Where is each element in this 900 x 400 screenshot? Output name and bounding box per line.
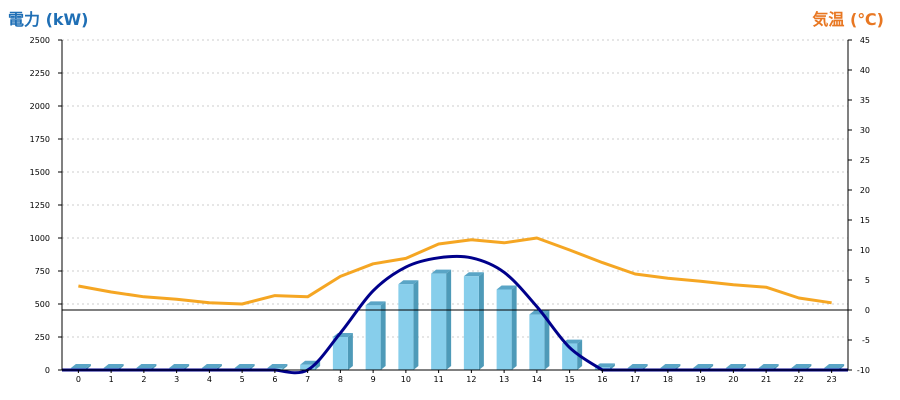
right-tick-label: 5 (865, 276, 870, 285)
x-tick-label: 1 (109, 375, 114, 384)
x-tick-label: 11 (434, 375, 444, 384)
left-tick-label: 0 (45, 366, 50, 375)
x-tick-label: 15 (565, 375, 575, 384)
x-tick-label: 20 (728, 375, 738, 384)
x-tick-label: 5 (240, 375, 245, 384)
x-tick-label: 17 (630, 375, 640, 384)
bar (463, 272, 484, 370)
right-tick-label: 0 (865, 306, 870, 315)
x-tick-label: 4 (207, 375, 212, 384)
x-tick-label: 16 (597, 375, 607, 384)
right-tick-label: -5 (862, 336, 870, 345)
right-tick-label: 15 (860, 216, 870, 225)
x-tick-label: 12 (466, 375, 476, 384)
left-tick-label: 750 (35, 267, 50, 276)
bar (496, 285, 517, 370)
right-tick-label: 30 (860, 126, 870, 135)
temperature-line (78, 236, 832, 306)
left-tick-label: 1250 (30, 201, 50, 210)
x-tick-label: 13 (499, 375, 509, 384)
left-tick-label: 1500 (30, 168, 50, 177)
generation-curve (62, 254, 848, 375)
bar (431, 269, 452, 370)
right-tick-label: 45 (860, 36, 870, 45)
x-tick-label: 10 (401, 375, 411, 384)
x-tick-label: 2 (141, 375, 146, 384)
right-tick-label: 40 (860, 66, 870, 75)
bar (332, 333, 353, 370)
bar (398, 280, 419, 370)
x-tick-label: 21 (761, 375, 771, 384)
x-tick-label: 3 (174, 375, 179, 384)
x-tick-label: 0 (76, 375, 81, 384)
left-axis-title: 電力 (kW) (8, 10, 89, 29)
x-tick-label: 14 (532, 375, 542, 384)
x-tick-label: 18 (663, 375, 673, 384)
right-tick-label: -10 (857, 366, 870, 375)
left-tick-label: 250 (35, 333, 50, 342)
x-tick-label: 23 (827, 375, 837, 384)
right-tick-label: 20 (860, 186, 870, 195)
x-tick-label: 9 (371, 375, 376, 384)
x-tick-label: 6 (272, 375, 277, 384)
right-tick-label: 25 (860, 156, 870, 165)
left-tick-label: 1000 (30, 234, 50, 243)
left-tick-label: 1750 (30, 135, 50, 144)
left-tick-label: 2500 (30, 36, 50, 45)
x-tick-label: 22 (794, 375, 804, 384)
x-tick-label: 7 (305, 375, 310, 384)
right-tick-label: 35 (860, 96, 870, 105)
left-tick-label: 2250 (30, 69, 50, 78)
right-tick-label: 10 (860, 246, 870, 255)
x-tick-label: 8 (338, 375, 343, 384)
right-axis-title: 気温 (℃) (812, 10, 884, 29)
left-tick-label: 500 (35, 300, 50, 309)
x-tick-label: 19 (696, 375, 706, 384)
left-tick-label: 2000 (30, 102, 50, 111)
bar (365, 301, 386, 370)
